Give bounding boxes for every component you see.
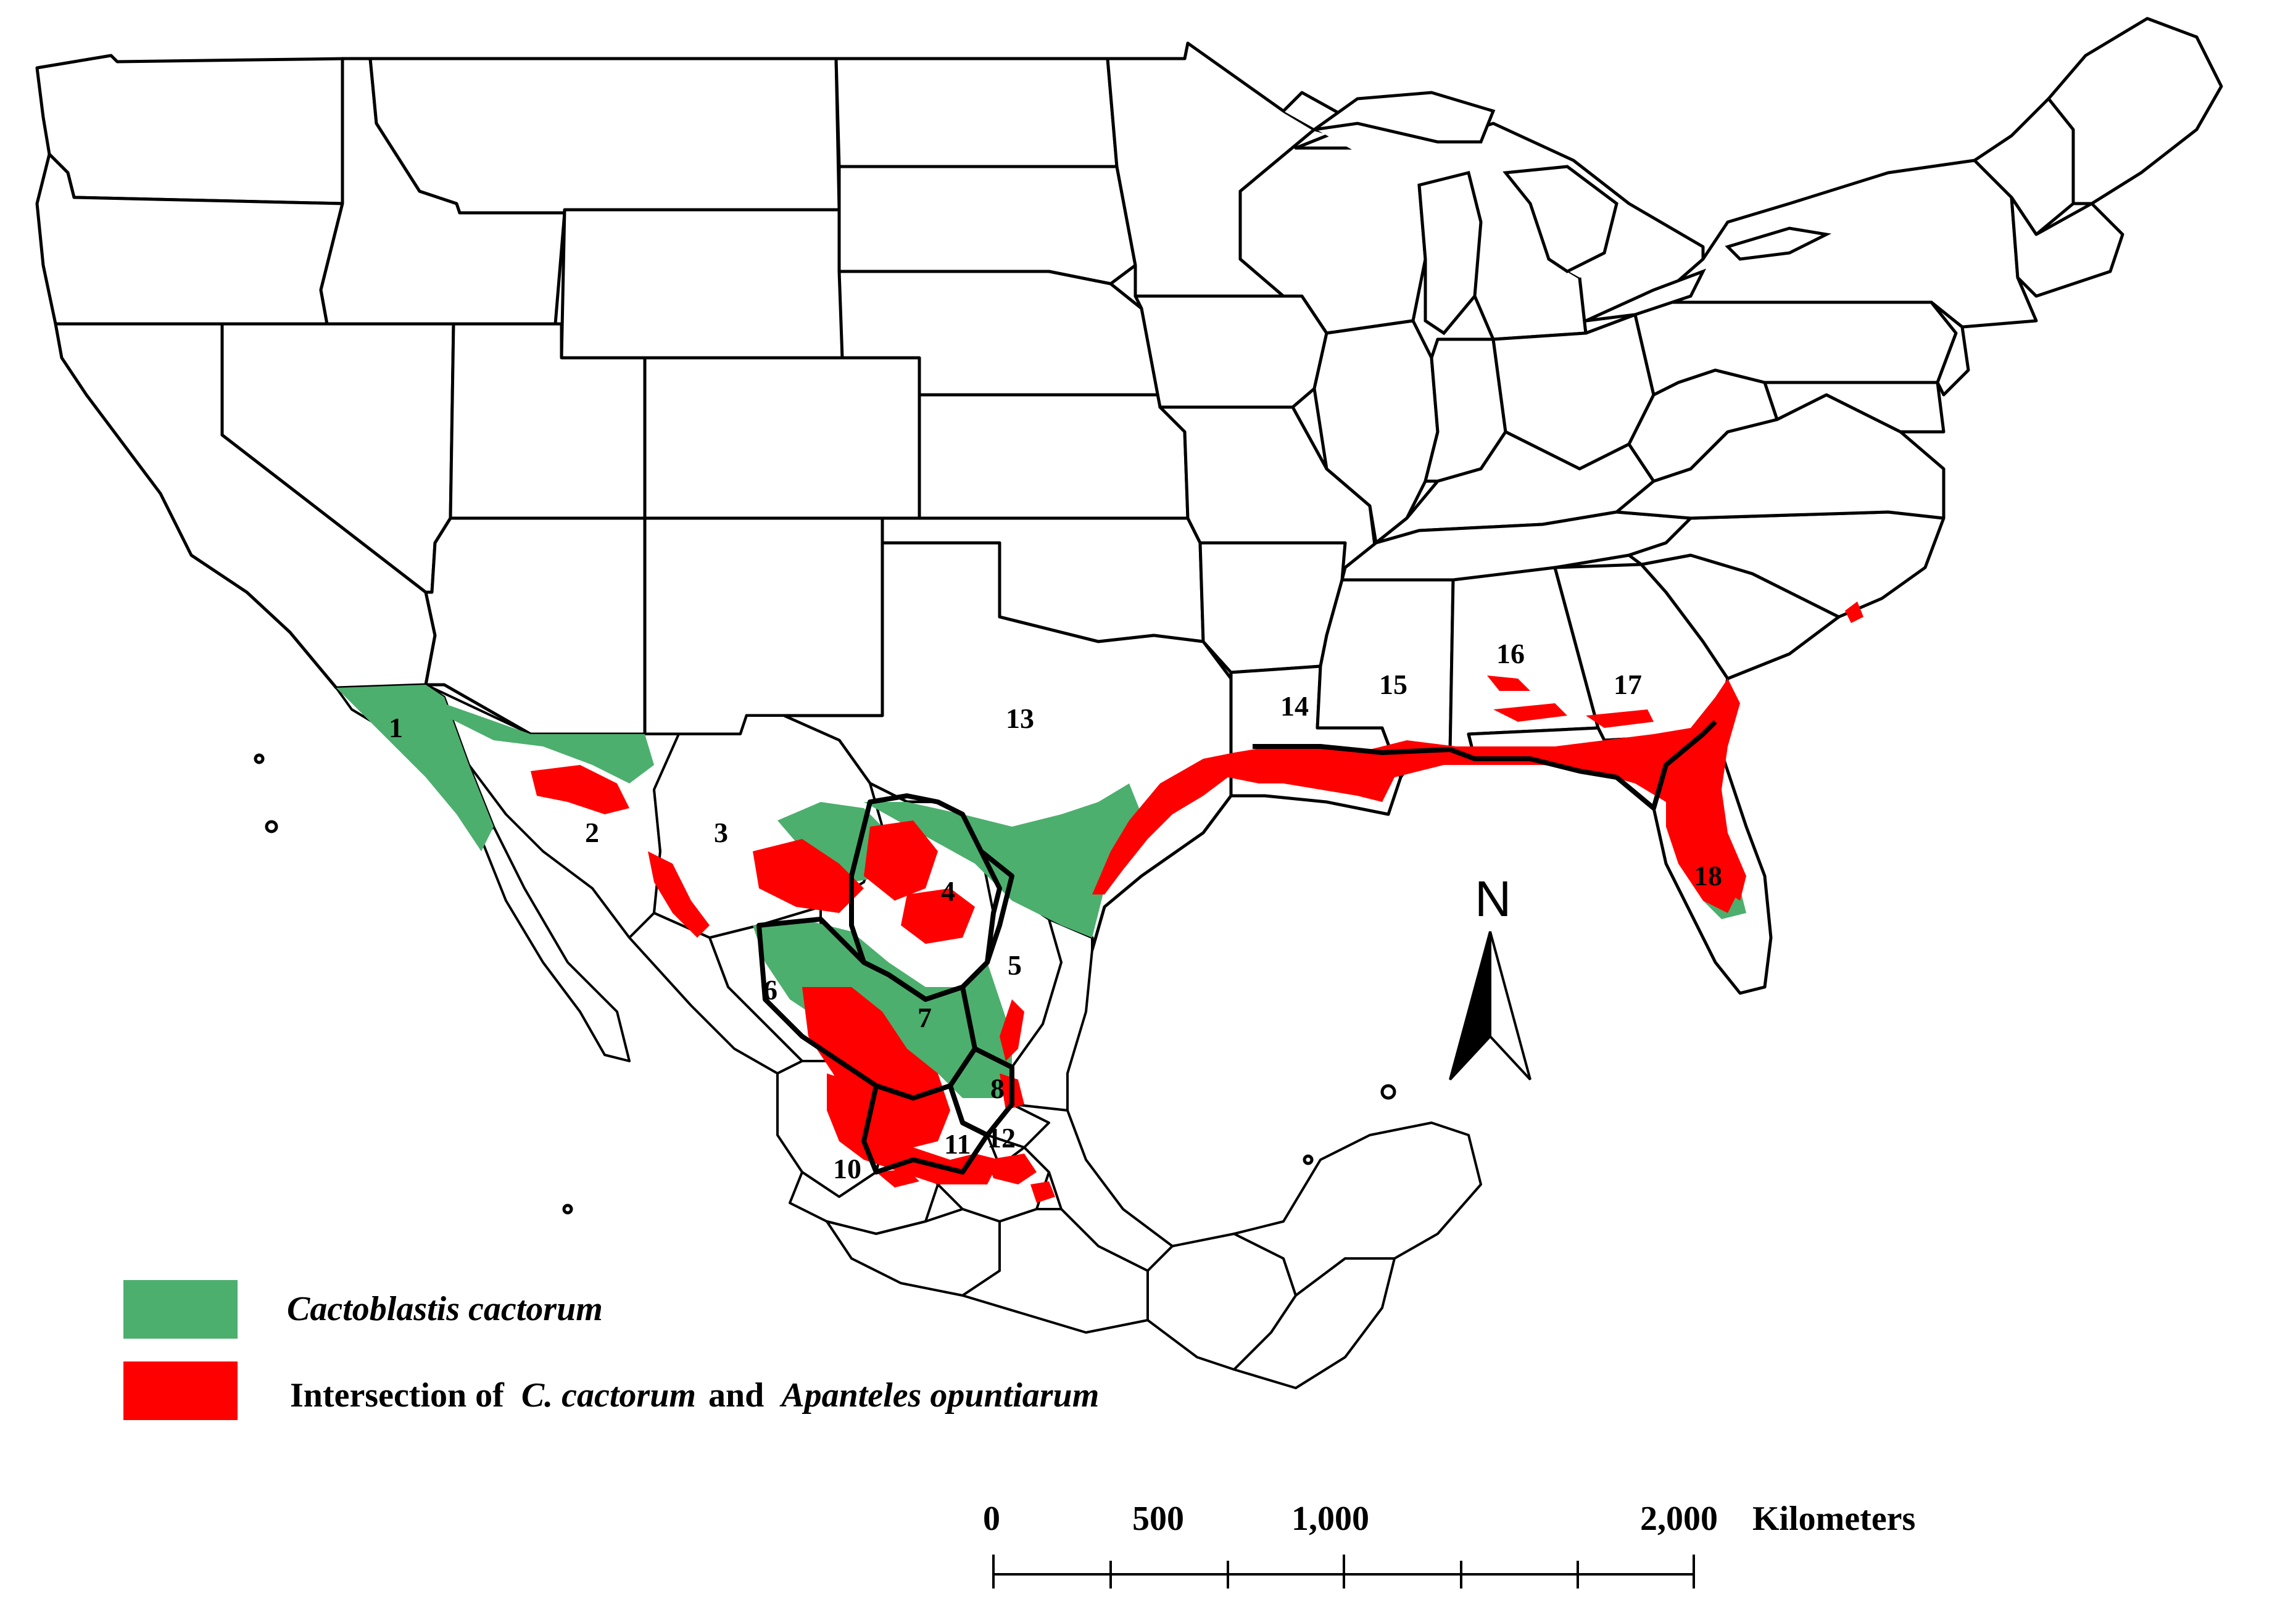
legend-label-intersection: Intersection of C. cactorum and Apantele… <box>290 1376 1099 1415</box>
green-area <box>864 783 1142 938</box>
red-area <box>1030 1181 1055 1203</box>
lake-ontario <box>1725 226 1831 261</box>
region-label-16: 16 <box>1496 638 1525 669</box>
red-area <box>901 888 975 944</box>
red-area <box>648 851 710 938</box>
red-area <box>531 765 629 814</box>
legend-label-cactoblastis: Cactoblastis cactorum <box>287 1290 603 1328</box>
state-north-carolina <box>1627 510 1946 619</box>
highlighted-regions <box>756 720 1717 1175</box>
scale-tick-label-1000: 1,000 <box>1291 1500 1369 1538</box>
scale-bar: 0 500 1,000 2,000 Kilometers <box>983 1500 1915 1588</box>
island <box>265 820 278 833</box>
state-new-jersey <box>1929 300 1970 397</box>
island <box>1380 1084 1396 1100</box>
mx-baja-california-sur <box>480 825 631 1062</box>
intersection-distribution <box>531 601 1863 1203</box>
island <box>254 753 265 764</box>
legend-swatch-cactoblastis <box>123 1280 238 1339</box>
green-area <box>753 919 1012 1098</box>
region-label-13: 13 <box>1006 703 1034 734</box>
state-colorado <box>643 356 921 520</box>
red-area <box>1487 675 1530 691</box>
lake-huron <box>1502 165 1618 273</box>
north-label: N <box>1475 871 1511 927</box>
north-arrow: N <box>1449 871 1531 1081</box>
north-arrow-right-half <box>1489 931 1531 1081</box>
islands <box>254 753 1396 1215</box>
state-iowa <box>1133 294 1328 409</box>
central-america <box>1233 1257 1396 1389</box>
north-arrow-left-half <box>1449 931 1491 1081</box>
region-labels: 1 2 3 4 5 6 7 8 10 11 12 13 14 15 16 17 … <box>389 638 1722 1184</box>
legend: Cactoblastis cactorum Intersection of C.… <box>123 1280 1099 1420</box>
lake-erie <box>1585 268 1707 323</box>
green-area <box>336 685 494 851</box>
red-area <box>1586 709 1654 728</box>
region-label-3: 3 <box>714 817 728 848</box>
scale-unit-label: Kilometers <box>1752 1500 1915 1538</box>
mx-sinaloa <box>628 912 803 1075</box>
scale-tick-label-2000: 2,000 <box>1640 1500 1718 1538</box>
great-lakes <box>1313 91 1831 336</box>
scale-tick-label-0: 0 <box>983 1500 1000 1538</box>
region-label-17: 17 <box>1614 669 1642 700</box>
region-label-4: 4 <box>941 875 955 907</box>
red-area <box>1845 601 1863 623</box>
region-label-11: 11 <box>944 1128 971 1160</box>
region-label-12: 12 <box>987 1122 1016 1154</box>
cactoblastis-distribution <box>336 685 1746 1098</box>
region-label-10: 10 <box>833 1153 861 1184</box>
island <box>562 1204 573 1215</box>
region-label-5: 5 <box>1008 949 1022 981</box>
red-area <box>1493 703 1567 722</box>
state-washington <box>35 54 347 205</box>
lake-superior <box>1313 91 1496 144</box>
region-label-6: 6 <box>763 974 777 1006</box>
region-outline-gulf-usa <box>1253 720 1717 811</box>
green-area <box>426 697 654 783</box>
state-maine <box>2047 17 2223 205</box>
scale-tick-label-500: 500 <box>1132 1500 1184 1538</box>
red-area <box>1666 802 1740 913</box>
region-outline-5 <box>961 849 1014 989</box>
region-label-14: 14 <box>1280 690 1309 722</box>
red-area <box>864 820 938 901</box>
state-new-mexico <box>643 516 884 736</box>
state-north-dakota <box>834 57 1119 168</box>
usa-states <box>35 17 2223 995</box>
red-area <box>1000 999 1024 1061</box>
legend-swatch-intersection <box>123 1361 238 1420</box>
lake-michigan <box>1417 170 1483 336</box>
island <box>1303 1154 1314 1165</box>
region-label-7: 7 <box>918 1002 932 1033</box>
state-mass-ct <box>2010 196 2124 298</box>
region-label-18: 18 <box>1694 860 1722 891</box>
state-montana <box>368 57 841 215</box>
region-label-2: 2 <box>585 817 599 848</box>
region-label-15: 15 <box>1379 669 1407 700</box>
red-area <box>753 839 864 913</box>
state-kansas <box>918 393 1190 520</box>
red-area <box>987 1154 1037 1184</box>
state-new-york <box>1652 159 2038 329</box>
red-area <box>802 987 950 1147</box>
region-label-1: 1 <box>389 712 403 743</box>
red-area <box>876 1169 919 1188</box>
state-wyoming <box>560 208 844 360</box>
region-outline-south <box>861 1083 990 1175</box>
state-south-dakota <box>837 165 1137 286</box>
region-label-8: 8 <box>990 1073 1005 1104</box>
